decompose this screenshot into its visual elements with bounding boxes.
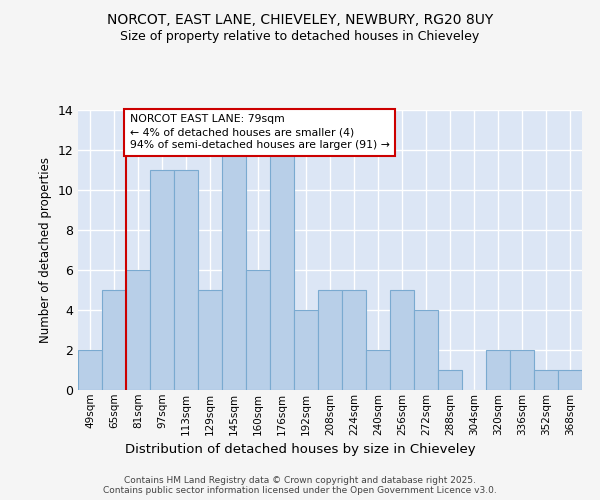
Text: NORCOT EAST LANE: 79sqm
← 4% of detached houses are smaller (4)
94% of semi-deta: NORCOT EAST LANE: 79sqm ← 4% of detached… (130, 114, 389, 150)
Bar (294, 310, 318, 390)
Bar (102, 290, 126, 390)
Bar (486, 350, 510, 390)
Bar (390, 290, 414, 390)
Bar (222, 150, 246, 390)
Bar (510, 350, 534, 390)
Bar (342, 290, 366, 390)
Bar (174, 170, 198, 390)
Bar (246, 270, 270, 390)
Bar (150, 170, 174, 390)
Bar (318, 290, 342, 390)
Text: Contains HM Land Registry data © Crown copyright and database right 2025.
Contai: Contains HM Land Registry data © Crown c… (103, 476, 497, 495)
Bar (270, 150, 294, 390)
Bar (558, 370, 582, 390)
Bar (414, 310, 438, 390)
Bar (366, 350, 390, 390)
Bar (78, 350, 102, 390)
Bar (198, 290, 222, 390)
Text: Distribution of detached houses by size in Chieveley: Distribution of detached houses by size … (125, 442, 475, 456)
Y-axis label: Number of detached properties: Number of detached properties (39, 157, 52, 343)
Text: NORCOT, EAST LANE, CHIEVELEY, NEWBURY, RG20 8UY: NORCOT, EAST LANE, CHIEVELEY, NEWBURY, R… (107, 12, 493, 26)
Bar (534, 370, 558, 390)
Bar (438, 370, 462, 390)
Bar (126, 270, 150, 390)
Text: Size of property relative to detached houses in Chieveley: Size of property relative to detached ho… (121, 30, 479, 43)
